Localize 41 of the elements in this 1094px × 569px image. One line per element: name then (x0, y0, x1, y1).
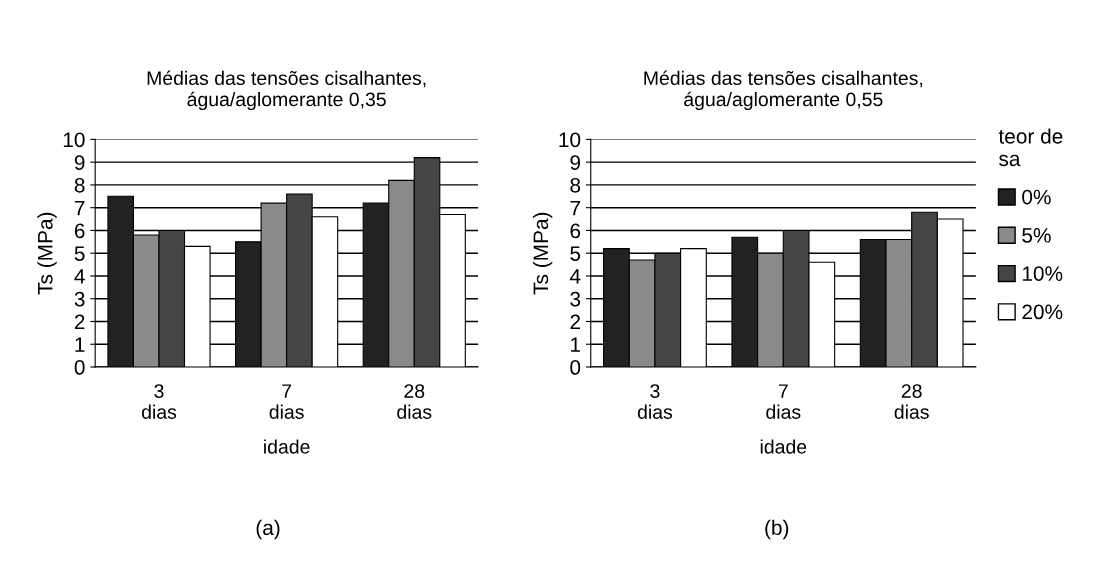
y-tick-label: 4 (74, 269, 85, 284)
y-tick-label: 4 (569, 269, 581, 284)
y-tick-label: 2 (74, 314, 85, 330)
x-tick-label: 3 dias (141, 384, 177, 419)
legend-label: 20% (1022, 304, 1063, 320)
y-tick-label: 0 (74, 360, 85, 375)
legend-label: 0% (1022, 189, 1051, 205)
y-tick-label: 10 (63, 132, 85, 148)
y-tick-label: 8 (74, 177, 85, 193)
y-tick-label: 7 (570, 200, 580, 216)
legend-title: teor de sa (998, 128, 1063, 167)
text: (b) (765, 519, 789, 540)
y-tick-label: 0 (570, 360, 581, 375)
y-tick-label: 3 (570, 291, 581, 307)
chart-title: Médias das tensões cisalhantes, água/aglomerante 0,55 (644, 70, 923, 111)
legend-label: 5% (1022, 228, 1051, 243)
x-tick-label: 7 dias (269, 384, 304, 419)
y-tick-label: 3 (74, 291, 85, 307)
x-tick-label: 28 dias (397, 384, 432, 419)
y-tick-label: 1 (75, 337, 85, 352)
y-tick-label: 9 (74, 155, 85, 170)
y-tick-label: 5 (570, 246, 581, 261)
y-tick-label: 9 (570, 155, 581, 170)
y-tick-label: 6 (74, 223, 85, 239)
x-tick-label: 3 dias (637, 384, 673, 419)
legend-label: 10% (1022, 266, 1063, 281)
y-tick-label: 2 (570, 314, 580, 330)
x-tick-label: 28 dias (894, 384, 929, 419)
y-tick-label: 8 (570, 177, 581, 193)
text: (a) (256, 519, 280, 540)
y-tick-label: 7 (74, 200, 85, 216)
y-tick-label: 10 (559, 132, 581, 148)
x-axis-title: idade (264, 439, 310, 454)
y-tick-label: 1 (571, 337, 581, 352)
chart-title: Médias das tensões cisalhantes, água/aglomerante 0,35 (147, 70, 426, 111)
y-axis-title: Ts (MPa) (532, 212, 553, 295)
y-axis-title: Ts (MPa) (37, 212, 57, 295)
y-tick-label: 5 (74, 246, 85, 261)
x-tick-label: 7 dias (766, 384, 801, 419)
x-axis-title: idade (760, 439, 807, 454)
y-tick-label: 6 (570, 223, 581, 239)
